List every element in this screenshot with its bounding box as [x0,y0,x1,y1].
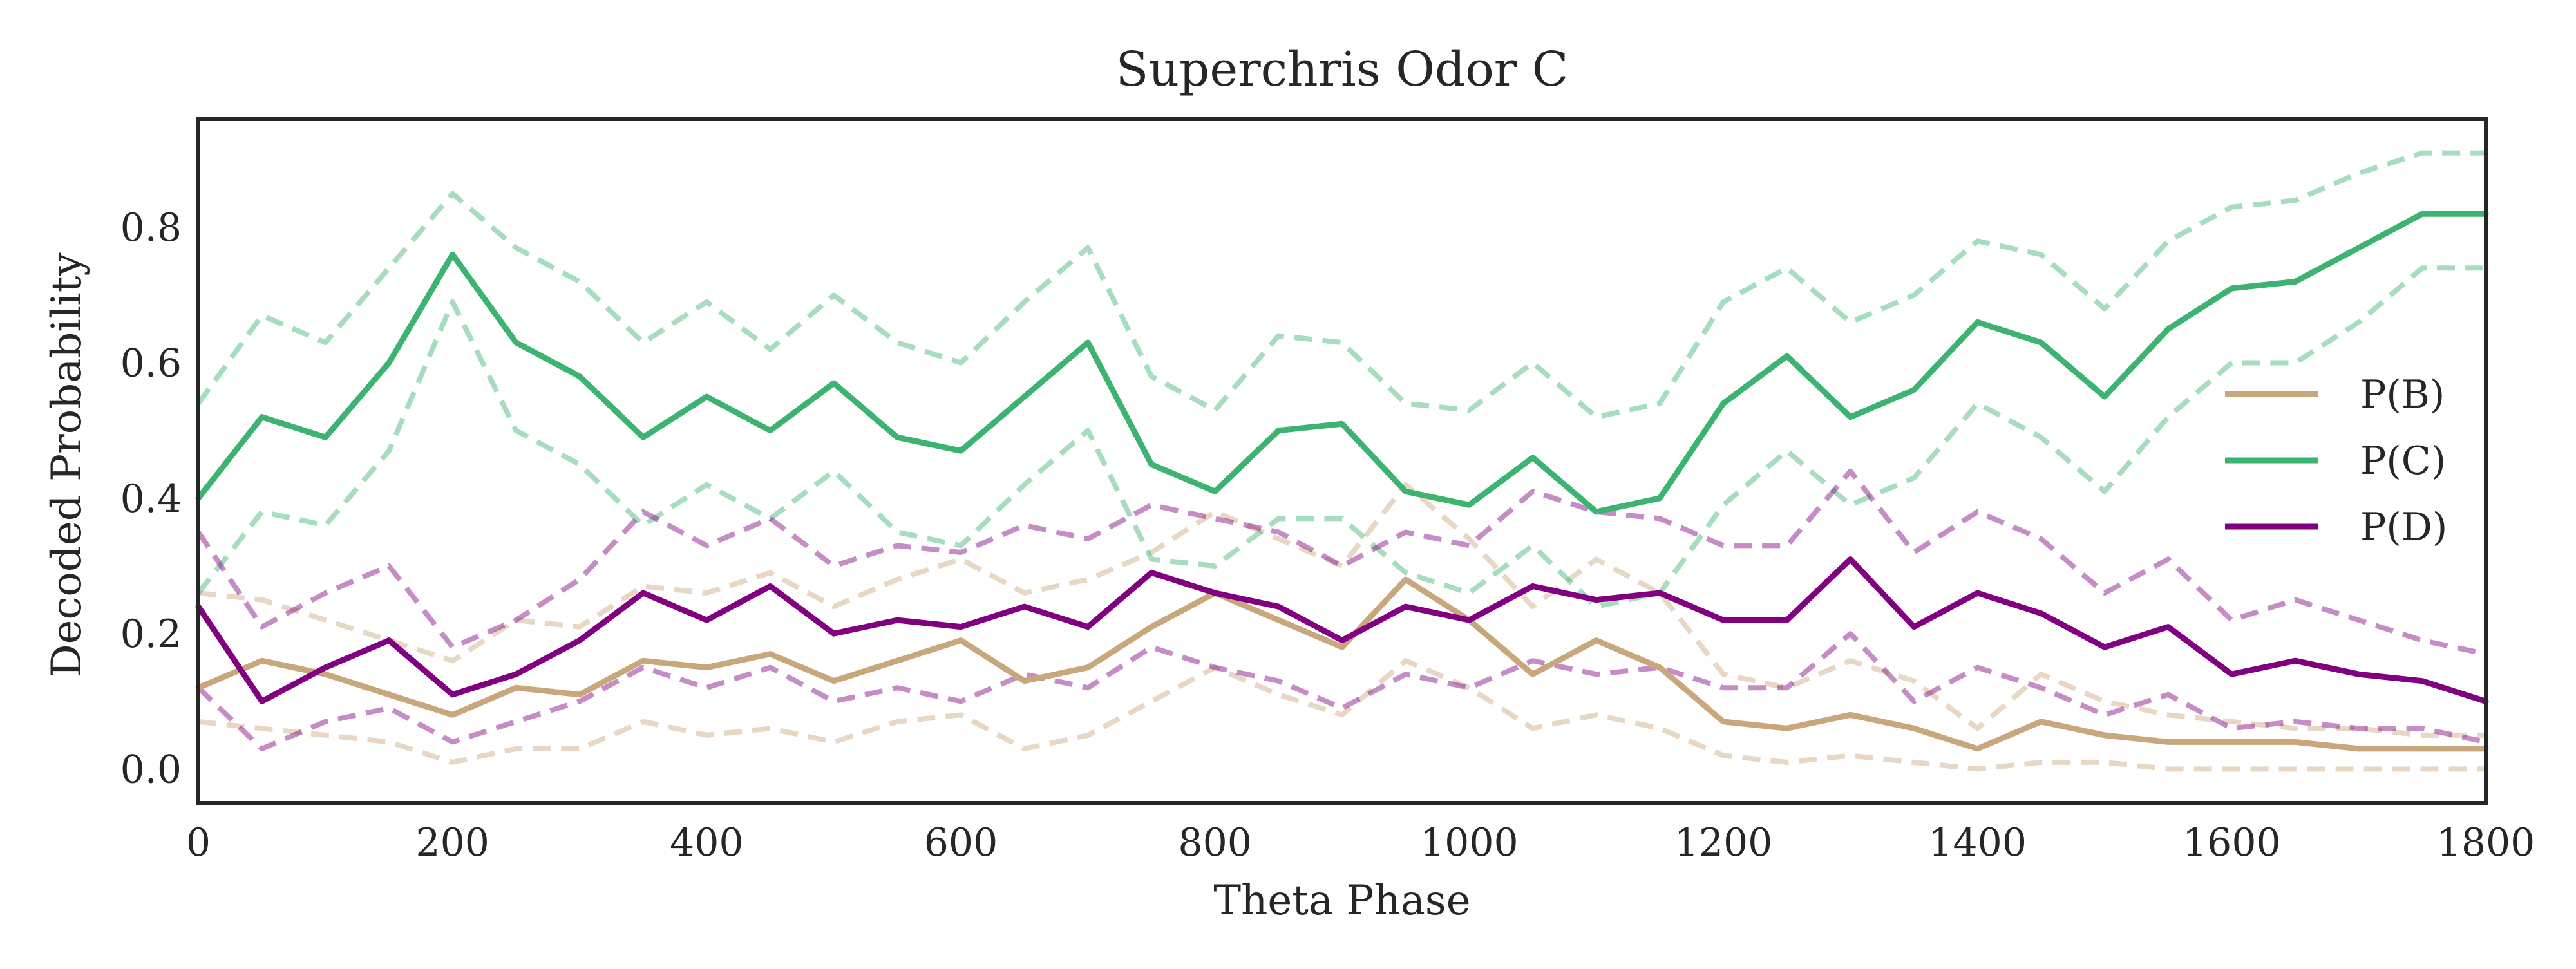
chart-title: Superchris Odor C [1116,42,1569,97]
x-axis-label: Theta Phase [1213,877,1470,925]
legend-label: P(B) [2360,372,2445,417]
series-p-c-upper-bound [196,150,2486,420]
x-tick-label: 600 [924,820,998,865]
legend-item-p-c: P(C) [2225,438,2446,484]
y-tick-label: 0.4 [120,476,182,522]
legend-item-p-b: P(B) [2225,372,2445,417]
y-tick-label: 0.8 [120,205,182,250]
series-p-c-line [195,211,2489,515]
plot-frame [196,117,2488,805]
y-tick-label: 0.0 [120,747,182,792]
x-tick-label: 0 [186,820,211,865]
x-tick-label: 1400 [1928,820,2027,865]
series-p-b-lower-bound [198,658,2486,772]
x-tick-label: 400 [670,820,744,865]
x-tick-label: 800 [1178,820,1252,865]
x-tick-label: 1600 [2183,820,2281,865]
x-tick-label: 200 [415,820,489,865]
axis-ticks: 0 200 400 600 800 1000 1200 1400 1600 1800 0.0 0.2 0… [120,205,2535,865]
y-tick-label: 0.6 [120,341,182,386]
x-tick-label: 1000 [1420,820,1519,865]
legend-label: P(C) [2360,438,2446,484]
series-p-b-upper-bound [198,482,2486,738]
legend-label: P(D) [2360,505,2447,550]
series-p-d-lower-bound [196,631,2486,751]
x-tick-label: 1800 [2437,820,2535,865]
plot-area [195,150,2489,772]
y-tick-label: 0.2 [120,612,182,657]
series-p-d-line [195,556,2489,704]
series-p-d-upper-bound [196,468,2486,657]
legend-item-p-d: P(D) [2225,505,2447,550]
y-axis-label: Decoded Probability [43,252,91,677]
series-p-b-line [195,576,2489,752]
legend: P(B) P(C) P(D) [2225,372,2447,550]
series-p-c-lower-bound [196,265,2486,610]
x-tick-label: 1200 [1674,820,1773,865]
